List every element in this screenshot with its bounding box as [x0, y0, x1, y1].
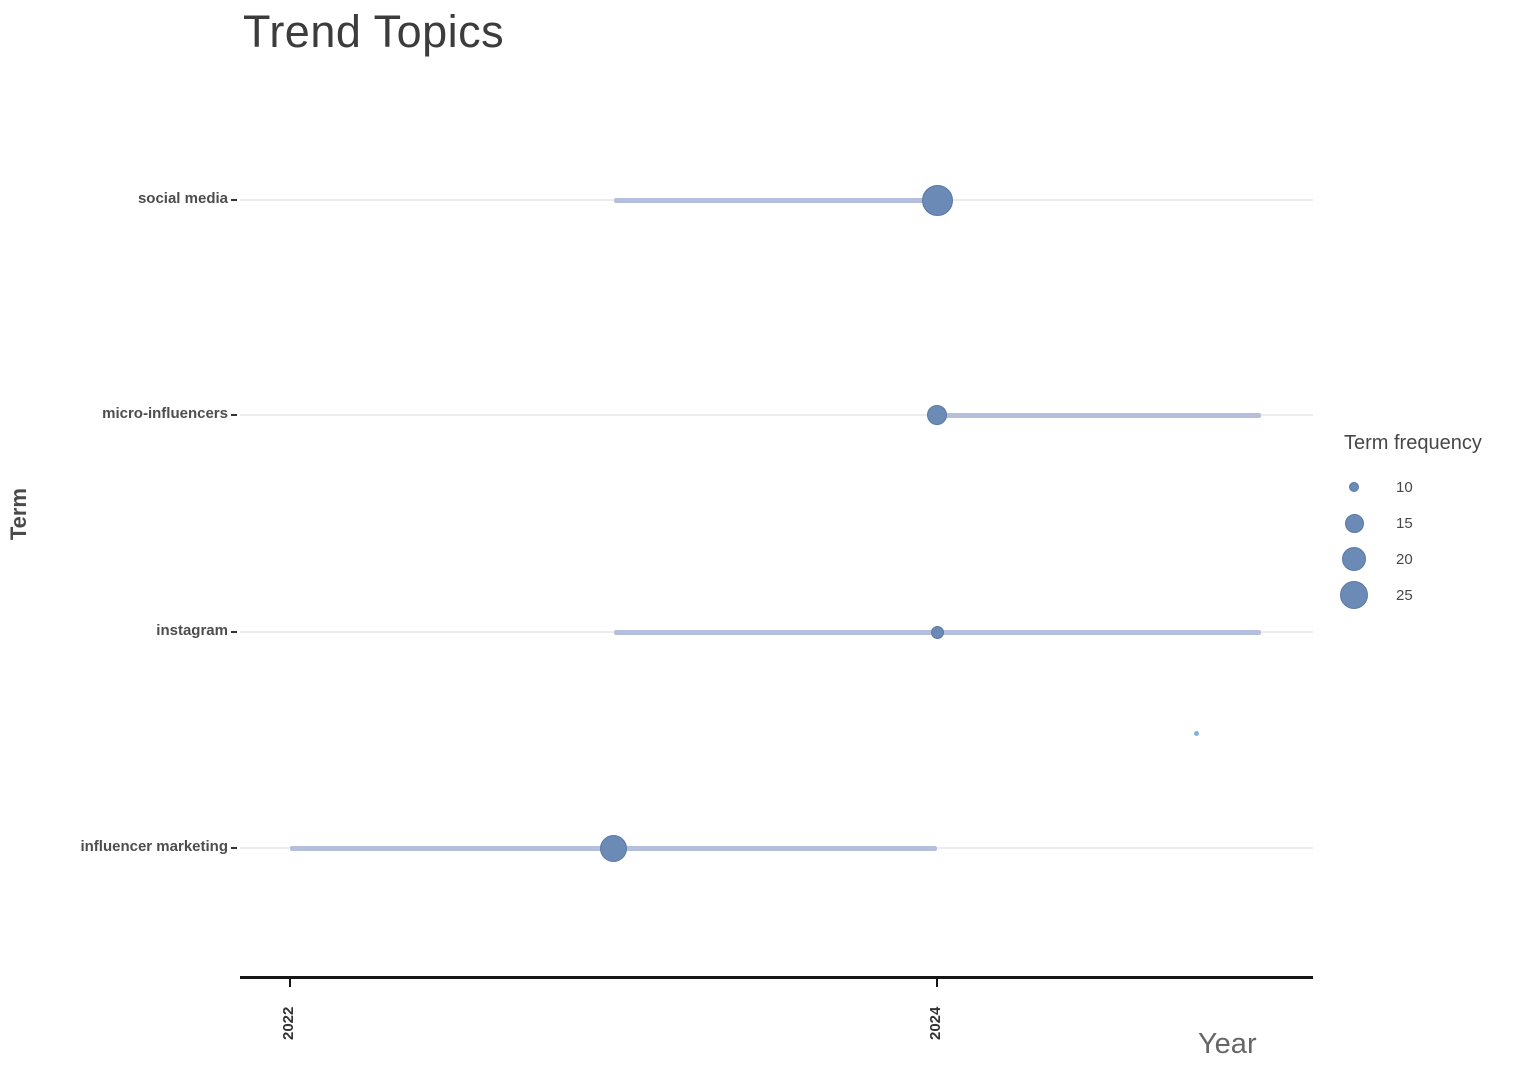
- y-axis-tick: [231, 199, 237, 201]
- legend-size-label: 25: [1396, 586, 1413, 604]
- term-range-line: [937, 412, 1261, 418]
- legend-bubble-icon: [1338, 513, 1370, 533]
- legend-item: 15: [1338, 505, 1534, 541]
- legend-item: 25: [1338, 577, 1534, 613]
- term-frequency-bubble: [930, 625, 944, 639]
- legend: Term frequency 10 15 20 25: [1338, 432, 1534, 613]
- y-axis-title: Term: [6, 488, 31, 541]
- y-axis-term-label: micro-influencers: [102, 405, 228, 422]
- legend-size-label: 20: [1396, 550, 1413, 568]
- unlabeled-small-point: [1193, 730, 1199, 736]
- legend-title: Term frequency: [1344, 432, 1482, 454]
- term-range-line: [613, 197, 937, 203]
- legend-bubble-icon: [1338, 581, 1370, 609]
- legend-item: 20: [1338, 541, 1534, 577]
- legend-bubble-swatch: [1344, 513, 1364, 533]
- legend-items: 10 15 20 25: [1338, 469, 1534, 613]
- legend-bubble-swatch: [1349, 482, 1359, 492]
- x-axis-line: [240, 976, 1313, 979]
- legend-item: 10: [1338, 469, 1534, 505]
- legend-bubble-swatch: [1342, 547, 1366, 571]
- y-axis-term-label: influencer marketing: [80, 838, 228, 855]
- y-axis-tick: [231, 847, 237, 849]
- legend-size-label: 10: [1396, 478, 1413, 496]
- y-axis-tick: [231, 631, 237, 633]
- term-frequency-bubble: [921, 184, 953, 216]
- y-axis-term-label: social media: [137, 190, 228, 207]
- x-axis-tick: [936, 979, 938, 987]
- x-axis-tick-label: 2022: [280, 1006, 297, 1040]
- x-axis-tick-label: 2024: [927, 1006, 944, 1040]
- chart-title: Trend Topics: [243, 6, 505, 57]
- y-axis-tick: [231, 414, 237, 416]
- term-frequency-bubble: [927, 405, 947, 425]
- legend-size-label: 15: [1396, 514, 1413, 532]
- x-axis-tick: [289, 979, 291, 987]
- term-frequency-bubble: [600, 834, 627, 862]
- y-axis-term-label: instagram: [156, 622, 228, 639]
- legend-bubble-icon: [1338, 482, 1370, 492]
- legend-bubble-swatch: [1340, 581, 1368, 609]
- row-gridline: [240, 414, 1313, 416]
- x-axis-title: Year: [1198, 1028, 1257, 1060]
- legend-bubble-icon: [1338, 547, 1370, 571]
